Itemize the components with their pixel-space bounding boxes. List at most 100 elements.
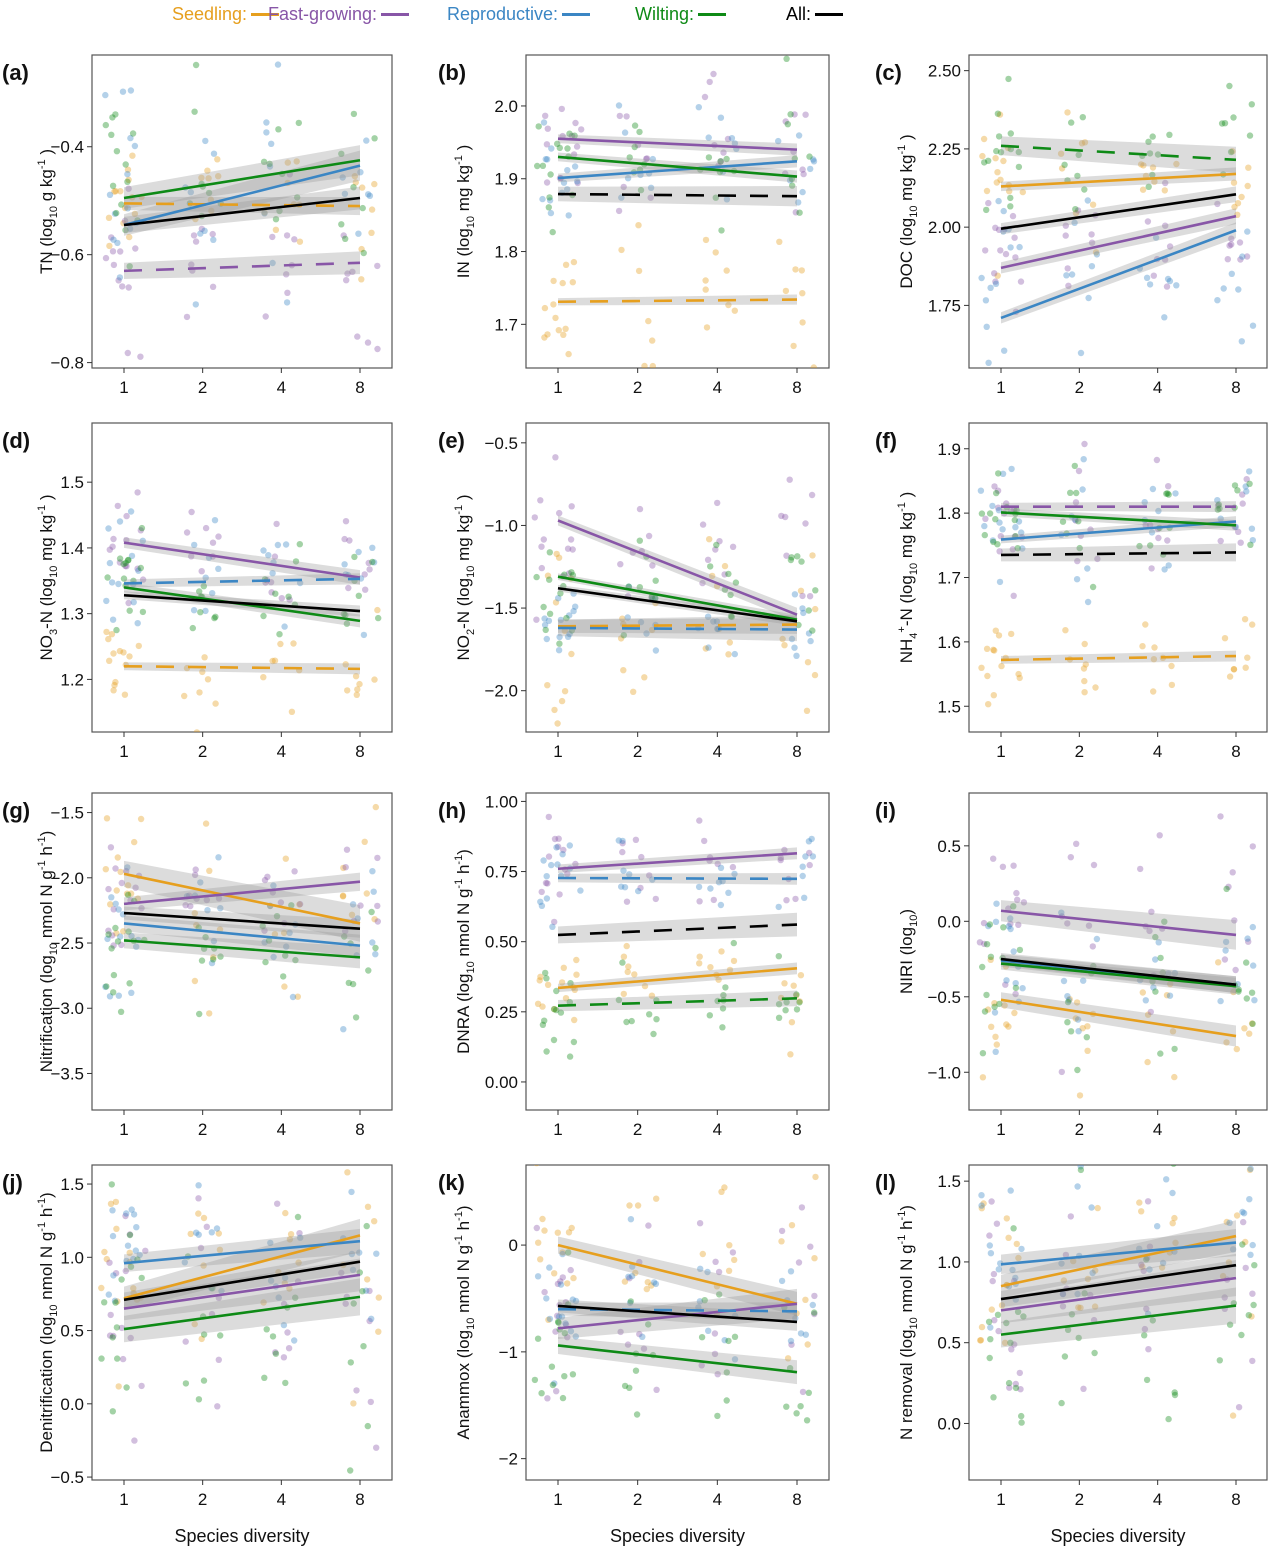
y-axis-label-part: nmol N g [454, 1245, 473, 1318]
point-fast-growing [995, 226, 1003, 233]
point-reproductive [373, 1250, 380, 1257]
point-reproductive [999, 470, 1007, 477]
point-fast-growing [574, 179, 581, 187]
point-seedling [359, 184, 366, 191]
point-reproductive [341, 561, 348, 568]
panel-label: (l) [875, 1170, 896, 1195]
point-wilting [104, 574, 111, 581]
fit-line-fast-growing [557, 1302, 798, 1330]
point-wilting [796, 209, 803, 216]
point-reproductive [105, 1291, 113, 1298]
y-axis-label-part: -1 [453, 855, 465, 865]
panel-label: (i) [875, 798, 896, 823]
point-fast-growing [1165, 483, 1172, 490]
point-seedling [1223, 1039, 1230, 1046]
panel-label: (b) [438, 60, 466, 85]
point-seedling [537, 1256, 544, 1263]
point-wilting [113, 209, 120, 217]
point-seedling [137, 815, 145, 823]
point-fast-growing [564, 545, 572, 552]
point-fast-growing [781, 846, 788, 854]
point-fast-growing [564, 870, 571, 877]
point-reproductive [1171, 969, 1179, 977]
point-fast-growing [710, 896, 717, 904]
y-tick-label: 0.5 [937, 1334, 961, 1353]
point-seedling [120, 649, 127, 656]
y-axis-label-part: NH [897, 639, 916, 664]
point-wilting [138, 524, 146, 532]
legend-swatch-fast-growing [381, 13, 410, 16]
point-fast-growing [1143, 1305, 1150, 1313]
point-wilting [732, 579, 740, 586]
point-wilting [556, 640, 563, 647]
point-seedling [1019, 188, 1026, 196]
point-wilting [110, 989, 117, 996]
x-tick-label: 2 [633, 378, 642, 397]
point-reproductive [1247, 1165, 1254, 1173]
point-fast-growing [354, 333, 361, 340]
x-tick-label: 2 [1075, 1490, 1084, 1509]
point-wilting [1012, 1384, 1020, 1392]
point-wilting [1059, 518, 1067, 525]
point-seedling [126, 653, 133, 660]
point-wilting [292, 1294, 299, 1301]
point-wilting [981, 159, 988, 166]
point-fast-growing [1089, 943, 1097, 950]
x-tick-label: 1 [553, 1120, 562, 1139]
point-wilting [1248, 989, 1256, 996]
point-fast-growing [1145, 1346, 1152, 1353]
x-tick-label: 4 [1153, 742, 1162, 761]
point-wilting [996, 1000, 1003, 1008]
point-fast-growing [640, 1345, 648, 1352]
point-wilting [1239, 1241, 1246, 1248]
x-tick-label: 8 [792, 742, 801, 761]
point-reproductive [360, 631, 368, 639]
point-wilting [276, 207, 283, 215]
point-reproductive [799, 872, 806, 880]
point-reproductive [282, 541, 290, 548]
point-seedling [130, 1285, 137, 1292]
point-wilting [811, 1309, 818, 1316]
point-seedling [296, 901, 303, 908]
y-tick-label: 0.0 [937, 1414, 961, 1433]
point-reproductive [800, 609, 807, 617]
point-wilting [981, 531, 988, 539]
point-seedling [980, 135, 988, 143]
point-seedling [117, 868, 124, 876]
point-reproductive [710, 618, 717, 625]
point-reproductive [1084, 565, 1091, 572]
plot-frame [91, 422, 393, 733]
point-wilting [1005, 75, 1012, 83]
point-fast-growing [203, 896, 210, 904]
point-reproductive [548, 861, 555, 869]
fit-line-fast-growing [123, 541, 361, 579]
point-wilting [108, 945, 115, 952]
point-fast-growing [209, 539, 217, 546]
point-wilting [783, 55, 790, 62]
point-wilting [363, 1222, 370, 1230]
point-fast-growing [646, 872, 653, 879]
x-axis-label: Species diversity [174, 1526, 309, 1546]
point-wilting [359, 1288, 366, 1295]
point-reproductive [717, 114, 725, 121]
point-wilting [1003, 1319, 1010, 1327]
point-seedling [342, 661, 349, 668]
point-seedling [555, 554, 563, 561]
point-reproductive [548, 145, 555, 152]
point-seedling [721, 1184, 728, 1191]
point-wilting [1214, 506, 1222, 513]
point-reproductive [215, 854, 222, 861]
point-seedling [356, 680, 363, 688]
y-tick-label: 0.0 [937, 912, 961, 931]
point-seedling [541, 304, 549, 312]
point-fast-growing [1239, 491, 1246, 498]
point-reproductive [128, 932, 135, 940]
point-wilting [117, 1008, 125, 1015]
point-reproductive [1088, 263, 1096, 270]
fit-line-fast-growing [123, 880, 361, 906]
point-seedling [1151, 644, 1158, 651]
scatter-points [102, 61, 381, 360]
point-reproductive [714, 625, 721, 633]
point-fast-growing [109, 543, 116, 550]
point-fast-growing [262, 313, 269, 320]
